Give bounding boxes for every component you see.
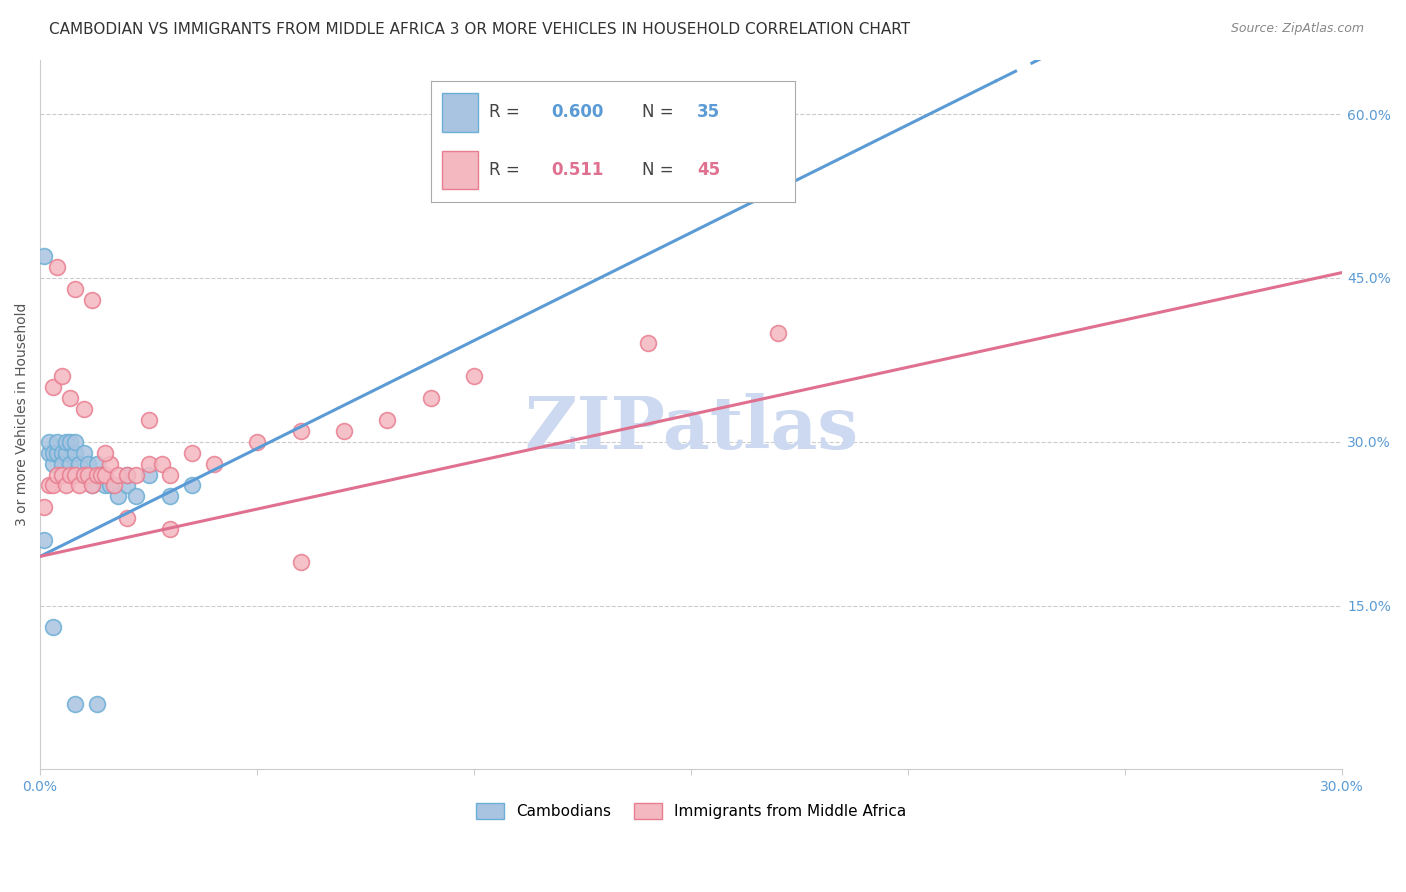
Point [138, 467, 160, 482]
Text: ZIPatlas: ZIPatlas [524, 393, 858, 464]
Point [46, 260, 69, 274]
Point [55, 434, 77, 449]
Point [98, 457, 121, 471]
Point [124, 489, 146, 503]
Point [86, 467, 108, 482]
Point [72, 402, 94, 417]
Point [86, 697, 108, 711]
Point [94, 445, 117, 459]
Point [55, 445, 77, 459]
Point [150, 457, 173, 471]
Point [51, 457, 73, 471]
Point [124, 467, 146, 482]
Point [181, 478, 204, 492]
Point [159, 522, 181, 536]
Point [34, 249, 56, 263]
Legend: Cambodians, Immigrants from Middle Africa: Cambodians, Immigrants from Middle Afric… [470, 797, 912, 825]
Point [419, 391, 441, 405]
Y-axis label: 3 or more Vehicles in Household: 3 or more Vehicles in Household [15, 302, 30, 526]
Point [63, 282, 86, 296]
Point [34, 500, 56, 515]
Point [63, 697, 86, 711]
Point [46, 467, 69, 482]
Point [159, 467, 181, 482]
Point [82, 478, 104, 492]
Point [90, 467, 112, 482]
Point [63, 445, 86, 459]
Point [76, 467, 98, 482]
Point [94, 467, 117, 482]
Point [38, 478, 60, 492]
Point [63, 434, 86, 449]
Point [138, 413, 160, 427]
Point [333, 424, 356, 438]
Point [766, 326, 789, 340]
Point [42, 380, 65, 394]
Point [67, 478, 90, 492]
Point [72, 467, 94, 482]
Point [59, 467, 82, 482]
Point [107, 467, 129, 482]
Point [72, 445, 94, 459]
Point [94, 478, 117, 492]
Point [42, 478, 65, 492]
Point [42, 620, 65, 634]
Point [51, 467, 73, 482]
Point [38, 445, 60, 459]
Point [42, 445, 65, 459]
Point [86, 457, 108, 471]
Point [72, 467, 94, 482]
Point [159, 489, 181, 503]
Point [46, 434, 69, 449]
Point [34, 533, 56, 547]
Point [115, 467, 138, 482]
Point [115, 467, 138, 482]
Point [463, 369, 485, 384]
Text: CAMBODIAN VS IMMIGRANTS FROM MIDDLE AFRICA 3 OR MORE VEHICLES IN HOUSEHOLD CORRE: CAMBODIAN VS IMMIGRANTS FROM MIDDLE AFRI… [49, 22, 910, 37]
Point [59, 457, 82, 471]
Point [82, 478, 104, 492]
Point [375, 413, 398, 427]
Point [90, 467, 112, 482]
Point [38, 434, 60, 449]
Point [82, 293, 104, 307]
Point [115, 511, 138, 525]
Point [202, 457, 225, 471]
Point [67, 457, 90, 471]
Point [51, 445, 73, 459]
Point [63, 467, 86, 482]
Text: Source: ZipAtlas.com: Source: ZipAtlas.com [1230, 22, 1364, 36]
Point [59, 434, 82, 449]
Point [115, 478, 138, 492]
Point [107, 489, 129, 503]
Point [246, 434, 269, 449]
Point [51, 369, 73, 384]
Point [98, 478, 121, 492]
Point [55, 478, 77, 492]
Point [59, 391, 82, 405]
Point [637, 336, 659, 351]
Point [76, 457, 98, 471]
Point [138, 457, 160, 471]
Point [290, 424, 312, 438]
Point [103, 478, 125, 492]
Point [290, 555, 312, 569]
Point [46, 445, 69, 459]
Point [42, 457, 65, 471]
Point [181, 445, 204, 459]
